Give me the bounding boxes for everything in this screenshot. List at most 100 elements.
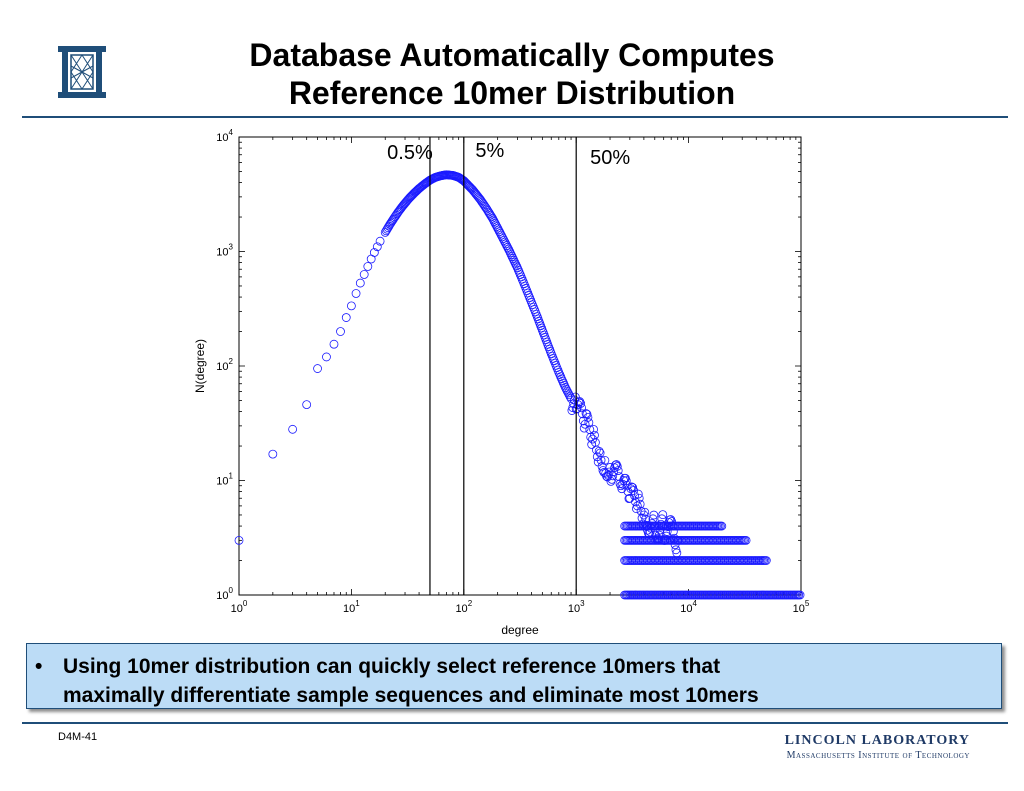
y-tick-label: 101 bbox=[216, 472, 233, 488]
data-point bbox=[583, 412, 593, 422]
data-point bbox=[633, 489, 643, 499]
data-point bbox=[234, 535, 244, 545]
data-point bbox=[484, 207, 494, 217]
data-point bbox=[641, 514, 651, 524]
data-point bbox=[351, 289, 361, 298]
x-axis-label: degree bbox=[501, 623, 539, 637]
data-point bbox=[611, 460, 621, 469]
slide-title: Database Automatically Computes Referenc… bbox=[130, 36, 894, 112]
percentile-label: 0.5% bbox=[387, 142, 433, 164]
data-point bbox=[648, 514, 658, 524]
data-point bbox=[717, 521, 727, 531]
data-point bbox=[638, 519, 648, 529]
x-tick-label: 105 bbox=[793, 599, 810, 615]
data-point bbox=[329, 339, 339, 349]
data-point bbox=[670, 540, 680, 550]
data-point bbox=[673, 535, 683, 545]
data-point bbox=[741, 535, 751, 545]
data-point bbox=[645, 527, 655, 537]
data-point bbox=[595, 448, 605, 458]
data-point bbox=[630, 491, 639, 500]
data-point bbox=[761, 556, 771, 565]
data-point bbox=[372, 242, 382, 252]
x-tick-label: 102 bbox=[455, 599, 472, 615]
data-point bbox=[574, 397, 584, 407]
callout-box: • Using 10mer distribution can quickly s… bbox=[26, 643, 1002, 709]
data-point bbox=[363, 262, 373, 271]
bottom-divider bbox=[22, 722, 1008, 724]
data-point bbox=[375, 236, 385, 246]
data-point bbox=[668, 521, 677, 531]
top-divider bbox=[22, 116, 1008, 118]
y-tick-label: 104 bbox=[216, 128, 233, 144]
data-point bbox=[667, 517, 676, 526]
data-point bbox=[634, 493, 644, 503]
data-point bbox=[584, 418, 594, 428]
data-point bbox=[661, 531, 671, 541]
data-point bbox=[644, 529, 654, 539]
data-point bbox=[556, 372, 566, 382]
x-tick-label: 101 bbox=[343, 599, 360, 615]
percentile-label: 5% bbox=[475, 140, 504, 162]
data-point bbox=[313, 364, 322, 373]
data-point bbox=[606, 476, 616, 486]
title-line-1: Database Automatically Computes bbox=[249, 37, 775, 73]
degree-distribution-chart: 100 101 102 103 104 105 100 101 102 103 104 degree N… bbox=[193, 128, 810, 637]
y-tick-label: 102 bbox=[216, 357, 233, 373]
data-point bbox=[565, 392, 575, 402]
data-point bbox=[795, 590, 805, 600]
data-point bbox=[577, 403, 586, 413]
data-point bbox=[594, 446, 604, 456]
data-point bbox=[512, 261, 521, 271]
data-point bbox=[612, 461, 622, 471]
data-point bbox=[649, 510, 659, 520]
data-point bbox=[640, 507, 650, 517]
data-point bbox=[629, 486, 638, 495]
data-point bbox=[557, 374, 566, 384]
data-point bbox=[600, 455, 610, 465]
data-point bbox=[671, 545, 681, 555]
data-point bbox=[322, 352, 331, 362]
data-point bbox=[653, 534, 663, 543]
x-tick-label: 103 bbox=[568, 599, 585, 615]
data-point bbox=[611, 460, 620, 470]
data-point bbox=[662, 527, 672, 536]
data-point bbox=[554, 367, 564, 377]
title-line-2: Reference 10mer Distribution bbox=[288, 75, 736, 111]
data-point bbox=[654, 530, 664, 540]
bullet-text: Using 10mer distribution can quickly sel… bbox=[63, 652, 759, 710]
mit-ll-logo-icon bbox=[58, 46, 106, 98]
data-point bbox=[647, 519, 657, 528]
data-point bbox=[651, 530, 661, 540]
data-point bbox=[355, 278, 365, 288]
data-point bbox=[288, 424, 298, 434]
data-point bbox=[483, 206, 493, 215]
data-point bbox=[626, 484, 636, 494]
data-point bbox=[596, 455, 606, 465]
y-axis-label: N(degree) bbox=[193, 339, 207, 393]
data-point bbox=[559, 380, 569, 390]
percentile-label: 50% bbox=[590, 147, 630, 169]
data-point bbox=[637, 513, 647, 523]
data-point bbox=[558, 376, 567, 386]
data-point bbox=[569, 399, 579, 409]
data-point bbox=[589, 424, 598, 434]
data-point bbox=[591, 438, 600, 447]
data-point bbox=[559, 378, 568, 388]
data-point bbox=[302, 400, 312, 410]
data-point bbox=[336, 327, 345, 336]
lab-subtitle: Massachusetts Institute of Technology bbox=[786, 750, 970, 761]
data-point bbox=[602, 471, 612, 481]
data-point bbox=[341, 313, 351, 322]
bullet-marker: • bbox=[35, 655, 43, 678]
bullet-line-2: maximally differentiate sample sequences… bbox=[63, 684, 759, 707]
data-point bbox=[621, 476, 631, 486]
bullet-line-1: Using 10mer distribution can quickly sel… bbox=[63, 655, 721, 678]
data-point bbox=[658, 510, 668, 520]
data-point bbox=[590, 430, 599, 440]
data-point bbox=[482, 204, 492, 214]
data-point bbox=[672, 548, 682, 558]
data-point bbox=[268, 449, 278, 459]
data-point bbox=[668, 527, 678, 537]
data-point bbox=[660, 536, 669, 545]
